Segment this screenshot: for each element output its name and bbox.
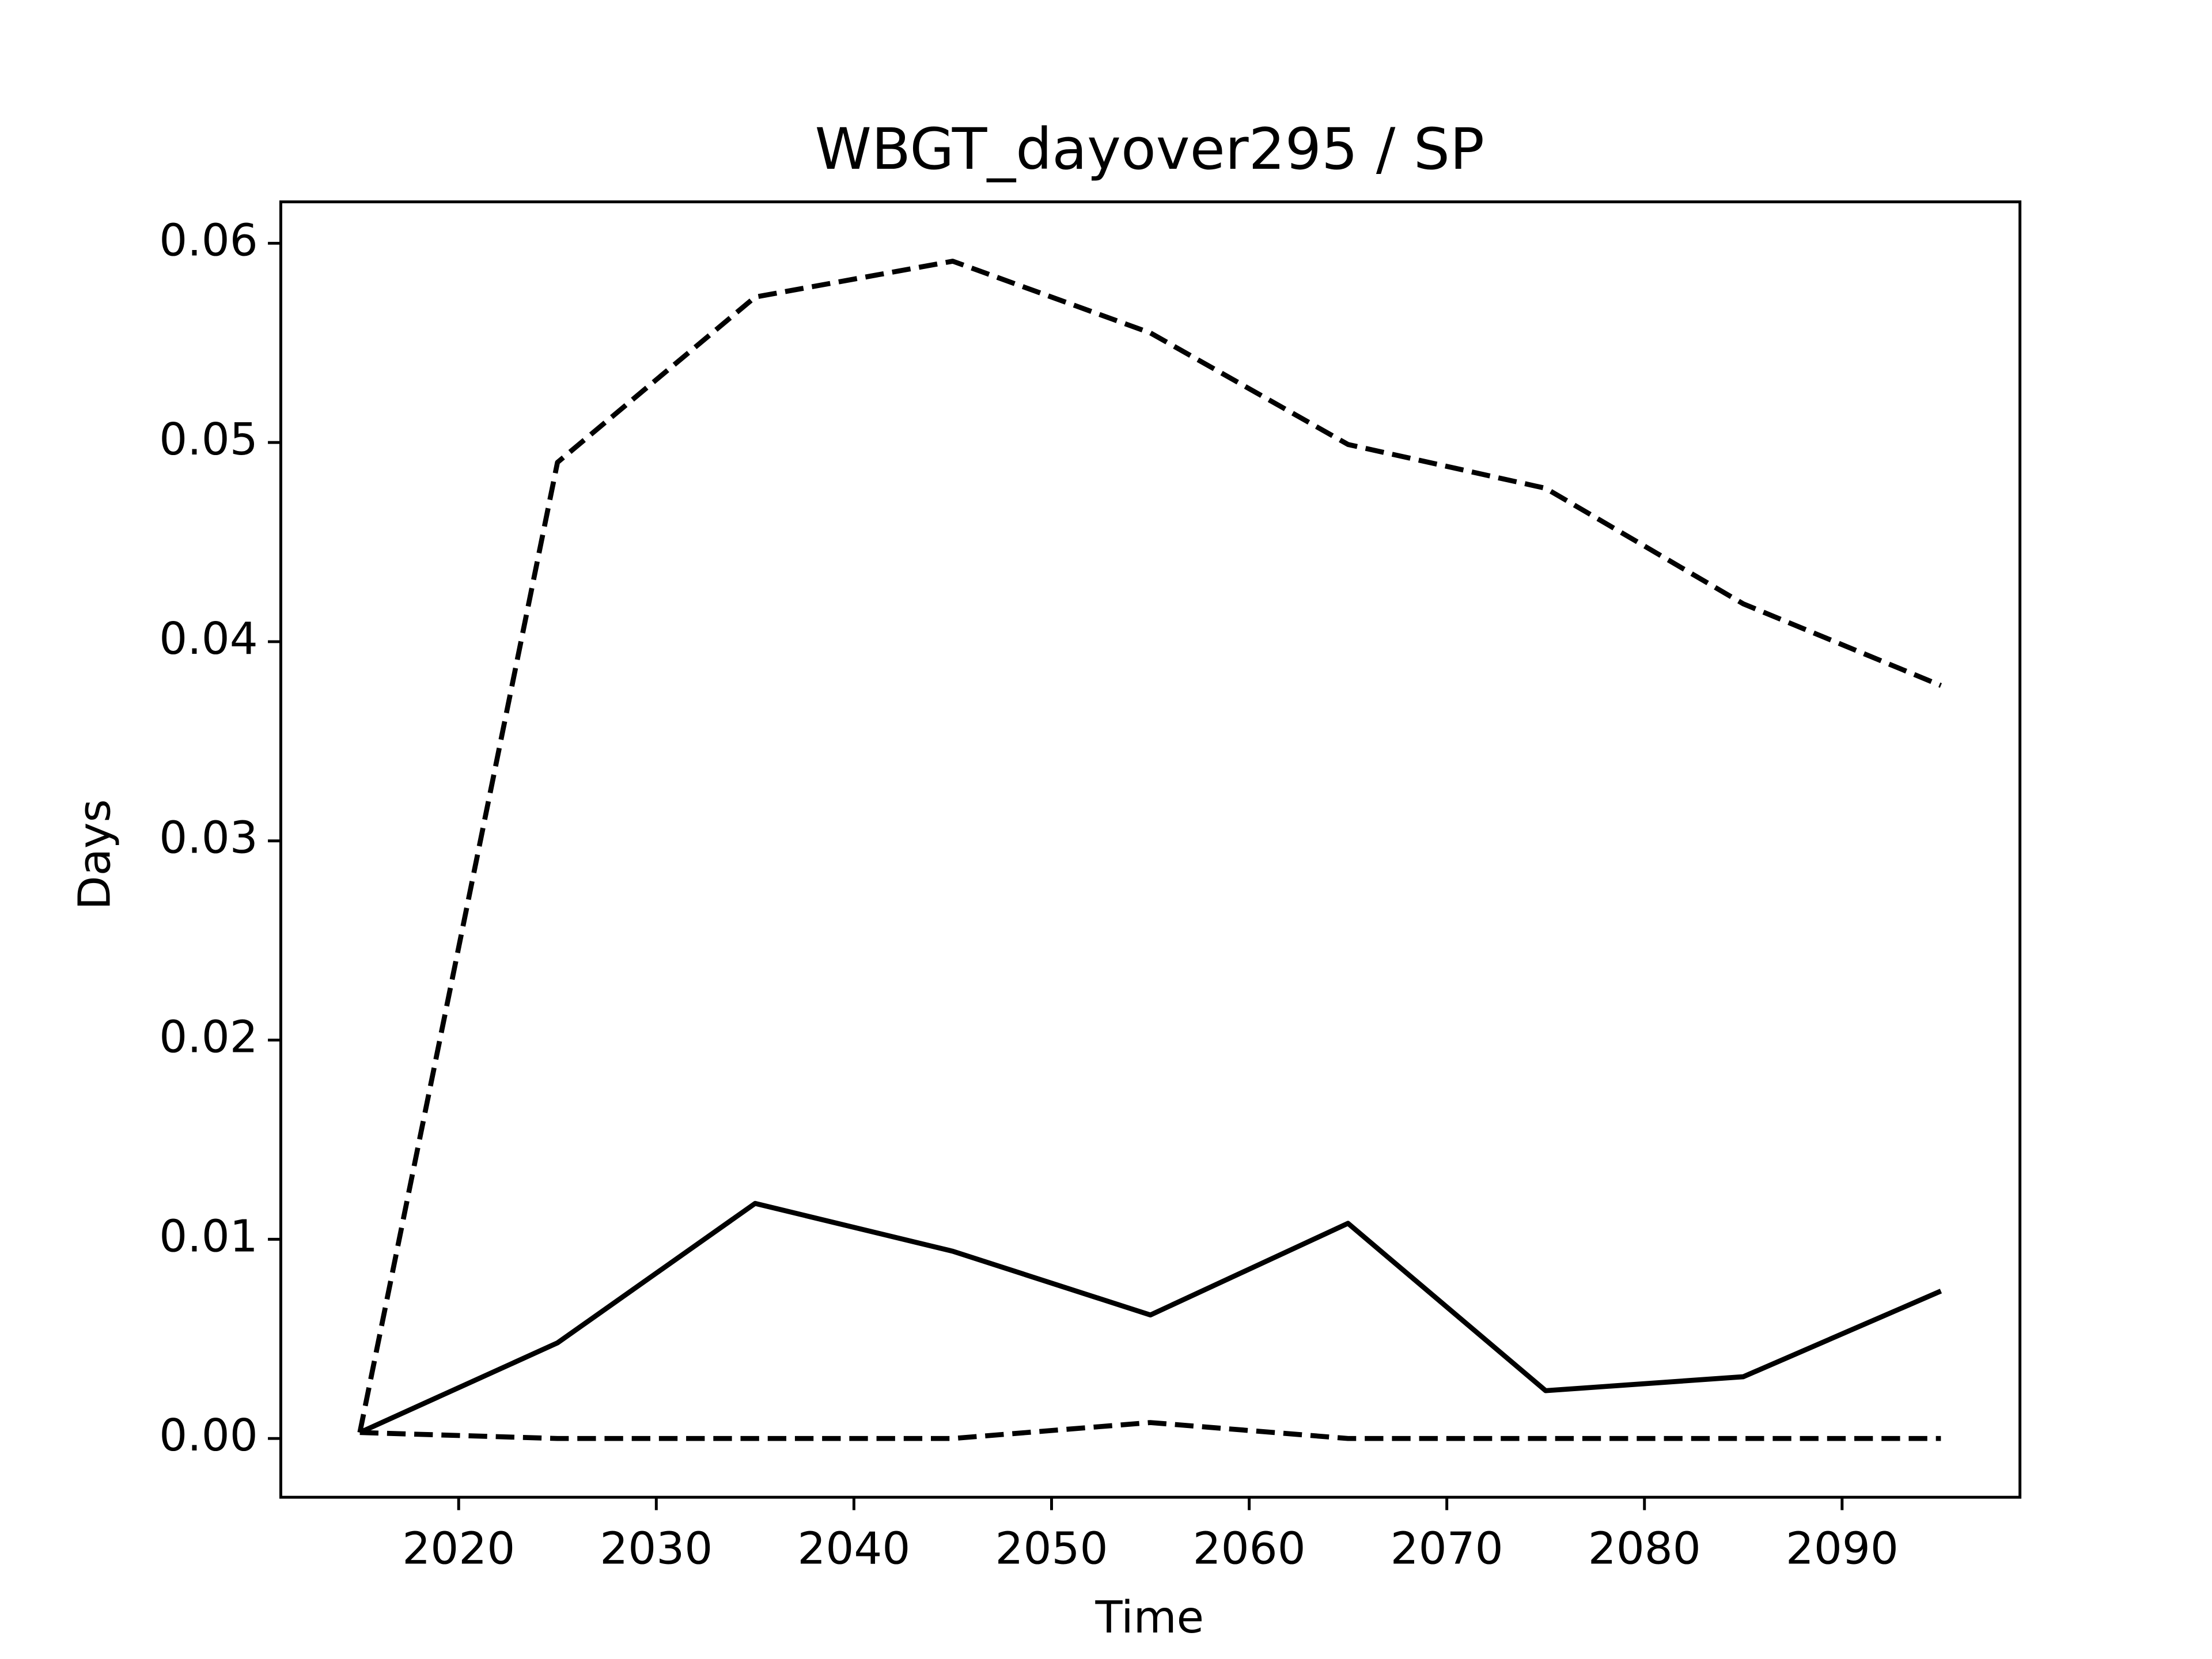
- line-series: [358, 1200, 1942, 1435]
- plot-frame: [279, 200, 2022, 1499]
- y-tick-label: 0.06: [159, 214, 257, 266]
- x-tick-label: 2050: [995, 1523, 1108, 1575]
- y-tick-label: 0.00: [159, 1410, 257, 1461]
- x-tick-label: 2030: [600, 1523, 713, 1575]
- line-series: [359, 1420, 1941, 1441]
- x-tick-label: 2090: [1786, 1523, 1899, 1575]
- y-tick-label: 0.04: [159, 613, 257, 665]
- x-tick-label: 2040: [797, 1523, 910, 1575]
- y-tick-label: 0.05: [159, 414, 257, 465]
- x-tick-label: 2080: [1588, 1523, 1701, 1575]
- x-tick-label: 2060: [1193, 1523, 1306, 1575]
- x-axis-label: Time: [1095, 1592, 1204, 1643]
- y-axis-label: Days: [69, 799, 120, 910]
- x-tick-label: 2020: [402, 1523, 515, 1575]
- chart-title: WBGT_dayover295 / SP: [815, 116, 1484, 183]
- y-tick-label: 0.02: [159, 1012, 257, 1063]
- line-series: [357, 259, 1942, 1433]
- y-tick-label: 0.03: [159, 812, 257, 864]
- x-tick-label: 2070: [1391, 1523, 1503, 1575]
- y-tick-label: 0.01: [159, 1210, 257, 1262]
